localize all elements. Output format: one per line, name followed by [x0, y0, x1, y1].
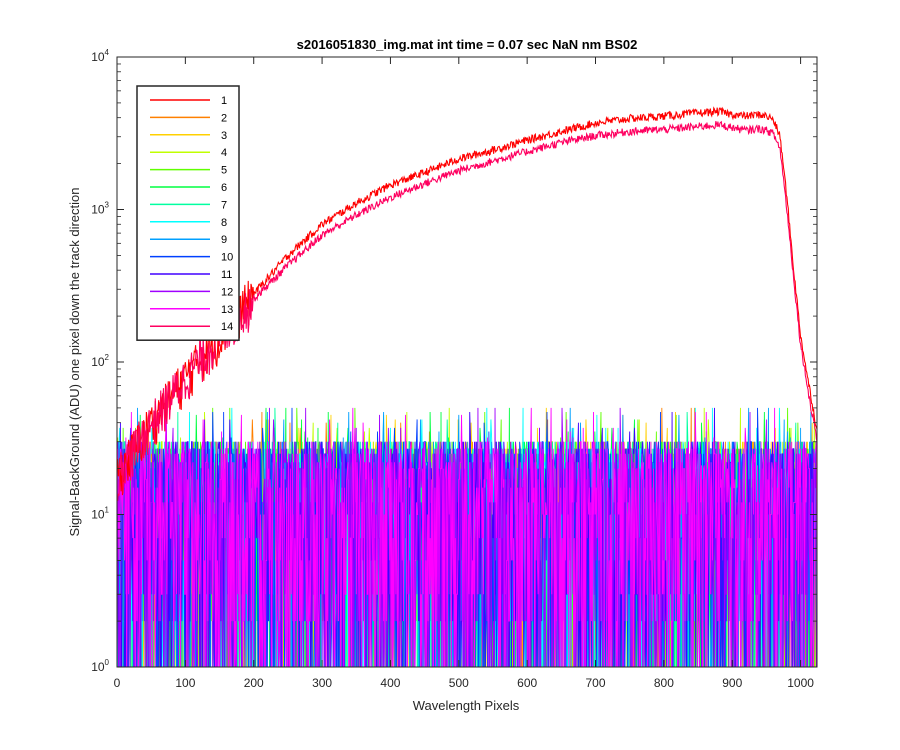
- legend-label: 8: [221, 217, 227, 229]
- series-line-12: [117, 407, 817, 667]
- legend-label: 1: [221, 95, 227, 107]
- x-tick-label: 300: [312, 676, 332, 690]
- series-layer: [117, 106, 817, 667]
- legend-label: 11: [221, 269, 232, 281]
- x-tick-label: 700: [586, 676, 606, 690]
- legend-label: 12: [221, 286, 233, 298]
- y-tick-label: 100: [91, 658, 109, 674]
- x-axis-label: Wavelength Pixels: [413, 698, 520, 713]
- legend-label: 10: [221, 252, 233, 264]
- x-tick-label: 500: [449, 676, 469, 690]
- series-line-13: [117, 407, 817, 667]
- legend-label: 3: [221, 130, 227, 142]
- legend-label: 4: [221, 147, 227, 159]
- y-tick-label: 104: [91, 48, 109, 64]
- x-tick-label: 200: [244, 676, 264, 690]
- x-tick-label: 100: [175, 676, 195, 690]
- legend-label: 7: [221, 199, 227, 211]
- tick-layer: 0 100 200 300 400 500 600 700 800 900 100010010110…: [91, 48, 817, 690]
- legend-box: [136, 85, 240, 341]
- legend-label: 2: [221, 112, 227, 124]
- x-tick-label: 0: [114, 676, 121, 690]
- x-tick-label: 900: [722, 676, 742, 690]
- legend-label: 9: [221, 234, 227, 246]
- x-tick-label: 1000: [787, 676, 814, 690]
- legend-label: 13: [221, 304, 233, 316]
- legend-label: 6: [221, 182, 227, 194]
- chart-title: s2016051830_img.mat int time = 0.07 sec …: [297, 37, 638, 52]
- x-tick-label: 600: [517, 676, 537, 690]
- series-line-14: [117, 120, 817, 501]
- x-tick-label: 800: [654, 676, 674, 690]
- y-tick-label: 103: [91, 201, 109, 217]
- legend-label: 14: [221, 321, 233, 333]
- y-axis-label: Signal-BackGround (ADU) one pixel down t…: [67, 187, 82, 536]
- legend-label: 5: [221, 165, 227, 177]
- x-tick-label: 400: [380, 676, 400, 690]
- y-tick-label: 101: [91, 506, 109, 522]
- y-tick-label: 102: [91, 353, 109, 369]
